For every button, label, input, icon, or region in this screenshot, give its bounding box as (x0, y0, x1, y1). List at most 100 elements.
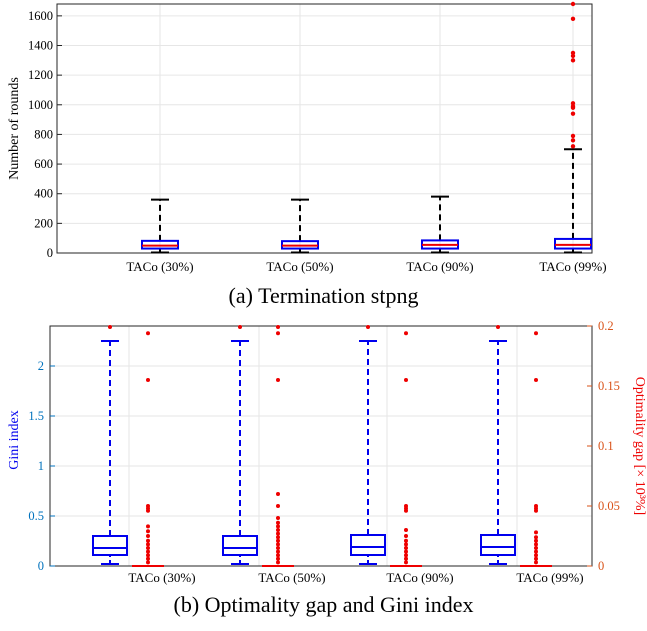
gap-outlier-point (534, 538, 538, 543)
outlier-point (570, 58, 576, 63)
gap-outlier-point (276, 546, 280, 550)
y2-tick-label: 0.1 (598, 439, 614, 453)
gap-outlier-point (276, 542, 280, 547)
gap-outlier-point (276, 325, 280, 329)
gap-outlier-point (146, 538, 150, 543)
gap-outlier-point (534, 331, 538, 336)
gap-outlier-point (276, 516, 280, 520)
plot-frame (49, 325, 593, 567)
y2-tick-label: 0 (598, 559, 604, 573)
gap-outlier-point (146, 560, 150, 565)
gap-outlier-point (534, 535, 538, 540)
y-tick-label: 1600 (28, 9, 53, 23)
gap-outlier-point (404, 546, 408, 550)
gap-outlier-point (146, 556, 150, 561)
outlier-point (570, 50, 576, 56)
gap-outlier-point (276, 524, 280, 529)
gap-outlier-point (276, 556, 280, 561)
gap-outlier-point (146, 546, 150, 550)
gap-outlier-point (404, 553, 408, 558)
gap-outlier-point (276, 549, 280, 554)
gap-outlier-point (276, 331, 280, 336)
gini-box-iqr (92, 535, 128, 556)
x-category-label: TACo (50%) (258, 570, 325, 585)
outlier-point (570, 138, 576, 143)
gap-outlier-point (146, 331, 150, 336)
y-tick-label: 1.5 (28, 409, 44, 423)
gap-outlier-point (404, 538, 408, 543)
gap-outlier-point (276, 378, 280, 382)
gini-box-iqr (222, 535, 258, 556)
gap-outlier-point (404, 549, 408, 554)
gap-outlier-point (404, 528, 408, 532)
y2-tick-label: 0.05 (598, 499, 620, 513)
gap-outlier-point (146, 378, 150, 382)
gap-outlier-point (534, 549, 538, 554)
x-category-label: TACo (90%) (386, 570, 453, 585)
y-axis-label: Gini index (7, 410, 22, 470)
gap-outlier-point (276, 504, 280, 508)
gap-outlier-point (276, 538, 280, 543)
gap-outlier-point (146, 549, 150, 554)
gap-outlier-point (534, 546, 538, 550)
y2-tick-label: 0.15 (598, 379, 620, 393)
gap-outlier-point (146, 524, 150, 529)
y-tick-label: 400 (34, 187, 53, 201)
plot-frame (56, 3, 593, 254)
gap-outlier-point (534, 556, 538, 561)
gap-outlier-point (404, 560, 408, 565)
x-category-label: TACo (50%) (266, 259, 333, 274)
gap-outlier-point (534, 553, 538, 558)
outlier-point (570, 144, 576, 149)
y-tick-label: 0.5 (28, 509, 44, 523)
x-category-label: TACo (99%) (539, 259, 606, 274)
gap-outlier-point (534, 542, 538, 547)
y-axis-label: Number of rounds (7, 77, 22, 180)
gap-outlier-point (534, 530, 538, 535)
gap-outlier-point (146, 553, 150, 558)
y-tick-label: 800 (34, 127, 53, 141)
gap-outlier-point (276, 535, 280, 540)
y-tick-label: 1 (38, 459, 44, 473)
gini-outlier-point (238, 325, 242, 329)
gap-outlier-point (276, 553, 280, 558)
y-tick-label: 2 (38, 359, 44, 373)
gap-outlier-point (146, 542, 150, 547)
x-category-label: TACo (30%) (126, 259, 193, 274)
y-tick-label: 0 (47, 246, 53, 260)
x-category-label: TACo (30%) (128, 570, 195, 585)
gap-outlier-point (404, 378, 408, 382)
gap-outlier-point (146, 529, 150, 534)
gap-outlier-point (276, 531, 280, 536)
y-tick-label: 1400 (28, 39, 53, 53)
outlier-point (570, 16, 576, 22)
gini-outlier-point (108, 325, 112, 329)
gini-box-iqr (350, 534, 386, 556)
gap-outlier-point (404, 542, 408, 547)
gap-outlier-point (534, 504, 538, 508)
gini-outlier-point (496, 325, 500, 329)
gap-outlier-point (404, 331, 408, 336)
box-iqr (554, 237, 592, 250)
outlier-point (570, 1, 576, 7)
y-tick-label: 1000 (28, 98, 53, 112)
gap-outlier-point (534, 378, 538, 382)
gap-outlier-point (146, 534, 150, 538)
outlier-point (570, 101, 576, 106)
gini-outlier-point (366, 325, 370, 329)
caption-a: (a) Termination stpng (228, 283, 419, 308)
gap-gini-boxplot: 0 0.5 1 1.5 2 Gini index 0 0.05 0.1 0.15 0.2 Optima… (7, 319, 647, 585)
y-tick-label: 600 (34, 157, 53, 171)
gap-outlier-point (534, 560, 538, 565)
gap-outlier-point (276, 560, 280, 565)
y-tick-label: 1200 (28, 68, 53, 82)
gap-outlier-point (404, 556, 408, 561)
x-category-label: TACo (90%) (406, 259, 473, 274)
outlier-point (570, 133, 576, 139)
y2-axis-label: Optimality gap [× 10³%] (632, 377, 647, 515)
gap-outlier-point (404, 534, 408, 538)
gap-outlier-point (276, 520, 280, 525)
gini-box-iqr (480, 534, 516, 556)
y-tick-label: 0 (38, 559, 44, 573)
outlier-point (570, 111, 576, 116)
